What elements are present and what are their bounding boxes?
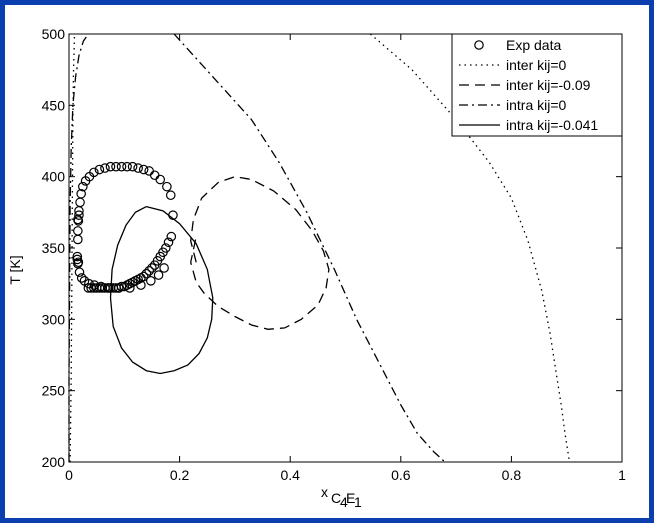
exp-data-point (73, 258, 83, 269)
x-tick-label: 0.4 (280, 467, 300, 483)
x-axis-label-sub-1: 1 (354, 494, 362, 510)
exp-data-point (78, 181, 88, 192)
series-line-inter-kij-0-09 (190, 176, 330, 330)
series-line-inter-kij-0-branch (369, 33, 571, 463)
legend-label: intra kij=-0.041 (506, 117, 598, 133)
exp-data-point (94, 164, 105, 175)
exp-data-point (162, 181, 172, 192)
exp-data-point (74, 210, 84, 220)
x-tick-label: 0.6 (391, 467, 411, 483)
exp-data-point (138, 271, 149, 282)
exp-data-point (147, 263, 157, 273)
x-tick-label: 0.8 (502, 467, 522, 483)
exp-data-point (153, 270, 164, 280)
exp-data-point (146, 276, 156, 286)
exp-data-point (73, 214, 83, 225)
exp-data-point (160, 243, 171, 253)
exp-data-point (111, 161, 121, 172)
exp-data-point (165, 190, 176, 201)
x-tick-label: 1 (618, 467, 626, 483)
exp-data-point (84, 278, 94, 289)
legend-marker (474, 40, 484, 50)
exp-data-point (113, 283, 124, 293)
exp-data-point (89, 280, 100, 290)
exp-data-point (73, 234, 83, 245)
exp-data-point (144, 166, 154, 176)
exp-data-point (125, 283, 135, 293)
exp-data-point (104, 283, 114, 293)
legend: Exp data inter kij=0 inter kij=-0.09 intra … (451, 33, 623, 137)
y-tick-label: 250 (42, 383, 66, 399)
exp-data-point (122, 161, 132, 172)
legend-label: Exp data (506, 37, 561, 53)
x-axis-label-sub-4: 4 (340, 494, 348, 510)
legend-label: intra kij=0 (506, 97, 567, 113)
exp-data-point (80, 176, 91, 186)
exp-data-point (100, 163, 110, 173)
exp-data-point (116, 161, 127, 172)
series-layer (68, 33, 571, 463)
y-tick-label: 300 (42, 311, 66, 327)
x-axis-label-x: x (321, 484, 328, 500)
exp-data-point (105, 161, 116, 172)
x-axis-label-sub-c: C (331, 490, 341, 506)
x-axis-label: x C 4 E 1 (321, 484, 362, 510)
exp-data-point (163, 237, 174, 248)
x-axis-label-sub-e: E (346, 490, 355, 506)
y-tick-label: 350 (42, 240, 66, 256)
exp-data-point (133, 163, 143, 173)
x-tick-label: 0 (65, 467, 73, 483)
exp-data-point (72, 254, 83, 265)
exp-data-point (127, 161, 138, 172)
y-tick-label: 400 (42, 169, 66, 185)
y-axis-label: T [K] (7, 255, 23, 284)
y-tick-label: 200 (42, 454, 66, 470)
series-line-inter-kij-0 (69, 33, 76, 463)
exp-data-point (166, 231, 177, 242)
series-line-intra-kij-0 (68, 33, 89, 462)
axis-ticks: 0 0.2 0.4 0.6 0.8 1 200 250 300 350 400 450 500 (42, 26, 626, 483)
exp-data-point (141, 268, 152, 279)
exp-data-point (159, 263, 169, 273)
exp-data-point (136, 280, 146, 290)
legend-label: inter kij=0 (506, 57, 567, 73)
series-line-intra-kij-0-041 (109, 205, 214, 375)
exp-data-point (76, 273, 87, 283)
y-tick-label: 450 (42, 97, 66, 113)
exp-data-point (144, 266, 154, 276)
exp-data-point (138, 164, 149, 175)
legend-label: inter kij=-0.09 (506, 77, 591, 93)
x-tick-label: 0.2 (170, 467, 190, 483)
y-tick-label: 500 (42, 26, 66, 42)
exp-data-point (72, 251, 83, 262)
